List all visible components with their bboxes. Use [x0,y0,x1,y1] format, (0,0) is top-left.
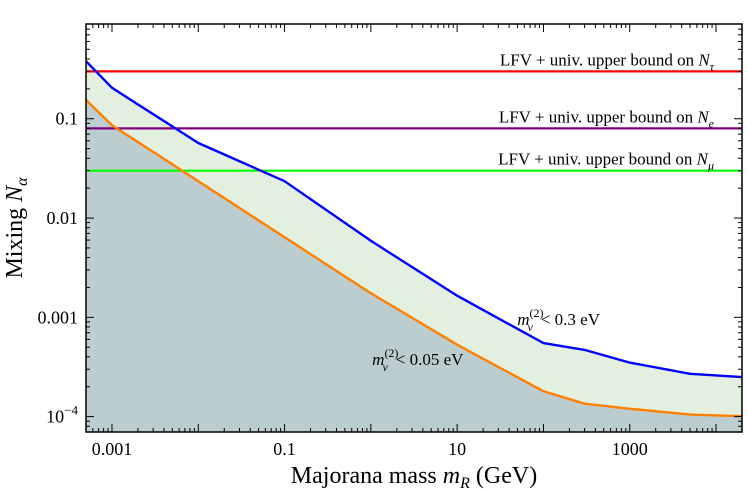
region-under-curve-2 [86,99,742,432]
curve-annotation-2: m(2) ν < 0.05 eV [372,346,464,374]
y-tick-label: 0.1 [56,109,79,129]
x-tick-label: 1000 [612,439,648,459]
y-tick-label: 0.01 [47,208,79,228]
x-tick-label: 0.001 [92,439,133,459]
x-tick-label: 10 [448,439,466,459]
shaded-regions [86,61,742,433]
y-tick-label: 10−4 [46,403,78,427]
y-tick-label: 0.001 [38,307,79,327]
y-axis-title: Mixing Nα [2,177,31,279]
bound-lines [86,70,742,172]
bound-label-3: LFV + univ. upper bound on Nμ [498,150,714,173]
ticks [85,23,743,433]
curve-annotation-1: m(2) ν < 0.3 eV [517,306,600,334]
labels: 0.001 0.1 10 1000 0.1 0.01 0.001 10−4 Majorana m… [2,50,715,491]
curve-2 [85,98,743,418]
curve-1 [85,60,743,379]
bound-label-2: LFV + univ. upper bound on Ne [499,107,715,130]
x-tick-label: 0.1 [273,439,296,459]
curves [85,60,743,418]
bound-label-1: LFV + univ. upper bound on Nτ [500,50,715,73]
x-axis-title: Majorana mass mR (GeV) [291,463,537,491]
